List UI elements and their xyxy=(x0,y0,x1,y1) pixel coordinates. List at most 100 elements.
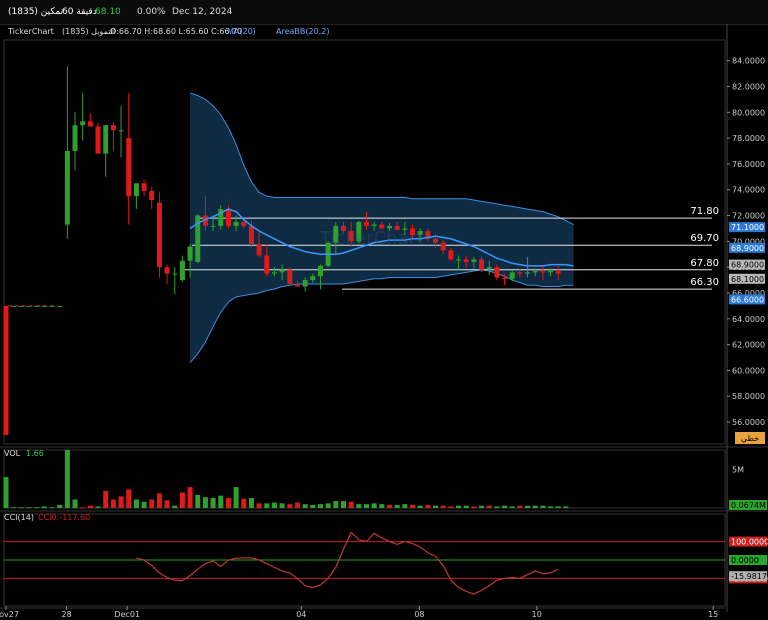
cci-last-tag xyxy=(729,571,767,582)
volume-bar xyxy=(310,504,316,508)
volume-bar xyxy=(118,496,124,508)
volume-bar xyxy=(371,503,377,508)
volume-bar xyxy=(433,505,439,508)
header-timeframe[interactable]: 60 دقيقة xyxy=(62,7,97,17)
candle-body xyxy=(509,272,515,279)
candle-body xyxy=(95,126,101,154)
bollinger-lower-line xyxy=(189,269,574,364)
volume-bar xyxy=(256,503,262,508)
candle-body xyxy=(294,283,300,287)
candle-body xyxy=(479,259,485,270)
y-tick-label: 78.0000 xyxy=(732,134,765,143)
volume-bar xyxy=(110,499,116,508)
candle-body xyxy=(18,305,24,307)
volume-bar xyxy=(164,500,170,508)
candle-body xyxy=(271,272,277,274)
candle-body xyxy=(548,271,554,273)
volume-bar xyxy=(448,506,454,508)
volume-bar xyxy=(540,505,546,508)
candle-body xyxy=(110,125,116,131)
price-tag-label: 66.6000 xyxy=(731,295,764,304)
cci-level-tag xyxy=(729,555,767,565)
y-tick-label: 66.0000 xyxy=(732,289,765,298)
candle-body xyxy=(340,225,346,232)
volume-bar xyxy=(172,505,178,508)
volume-bar xyxy=(218,495,224,508)
x-tick-label: 28 xyxy=(61,610,71,619)
volume-bar xyxy=(156,493,162,508)
ma20-line xyxy=(189,208,574,267)
candle-body xyxy=(310,276,316,281)
candle-body xyxy=(210,225,216,227)
volume-bar xyxy=(202,497,208,508)
volume-bar xyxy=(502,505,508,508)
volume-bar xyxy=(509,506,515,508)
candle-body xyxy=(540,271,546,273)
price-tag xyxy=(729,294,765,305)
volume-bar xyxy=(456,505,462,508)
volume-bar xyxy=(302,504,308,508)
volume-bar xyxy=(525,505,531,508)
candle-body xyxy=(233,221,239,226)
candle-body xyxy=(156,202,162,268)
volume-bar xyxy=(494,506,500,508)
candle-body xyxy=(348,231,354,242)
volume-bar xyxy=(248,497,254,508)
info-bb: AreaBB(20,2) xyxy=(276,27,329,36)
candle-body xyxy=(333,225,339,243)
y-tick-label: 62.0000 xyxy=(732,341,765,350)
candle-body xyxy=(225,209,231,226)
price-tag xyxy=(729,242,765,253)
volume-bar xyxy=(379,504,385,508)
volume-bar xyxy=(287,504,293,508)
info-brand: TickerChart xyxy=(7,27,54,36)
candle-body xyxy=(11,305,17,307)
volume-bar xyxy=(294,502,300,508)
volume-bar xyxy=(241,498,247,508)
candle-body xyxy=(387,225,392,229)
price-tag xyxy=(729,259,765,270)
header-bar: تمكين (1835) 60 دقيقة 68.10 0.00% Dec 12… xyxy=(0,0,768,25)
volume-bar xyxy=(463,505,469,508)
x-tick-label: Nov27 xyxy=(0,610,19,619)
trend-tag xyxy=(735,432,765,444)
volume-last-tag xyxy=(729,500,767,510)
candle-body xyxy=(87,121,93,127)
candle-body xyxy=(179,260,185,281)
volume-bar xyxy=(417,505,423,508)
candle-body xyxy=(433,238,439,243)
cci-value: CCI0:-117.60 xyxy=(38,513,90,522)
candle-body xyxy=(26,305,32,307)
volume-bar xyxy=(563,506,569,508)
volume-bar xyxy=(18,507,24,509)
y-tick-label: 80.0000 xyxy=(732,108,765,117)
level-label: 69.70 xyxy=(690,233,719,244)
info-symbol: التمويل (1835) xyxy=(62,27,115,36)
volume-bar xyxy=(425,504,431,508)
volume-bar xyxy=(87,505,93,508)
volume-bar xyxy=(95,506,101,508)
candle-body xyxy=(187,246,193,261)
candle-body xyxy=(471,259,477,263)
volume-last-tag-label: 0.0674M xyxy=(731,501,766,510)
candle-body xyxy=(356,221,362,242)
volume-bar xyxy=(57,504,63,508)
header-date: Dec 12, 2024 xyxy=(172,7,233,17)
x-tick-label: 10 xyxy=(532,610,542,619)
cci-level-tag-label: 100.0000 xyxy=(731,538,768,547)
level-label: 66.30 xyxy=(690,277,719,288)
volume-bar xyxy=(356,504,362,508)
info-ohlc: O:66.70 H:68.60 L:65.60 C:66.70 xyxy=(110,27,242,36)
x-tick-label: 08 xyxy=(414,610,424,619)
candle-body xyxy=(248,225,254,244)
volume-bar xyxy=(179,492,185,508)
volume-bar xyxy=(41,506,47,508)
candle-body xyxy=(494,267,500,278)
price-tag-label: 68.9000 xyxy=(731,261,764,270)
candle-body xyxy=(64,151,70,225)
volume-bar xyxy=(532,505,538,508)
volume-bar xyxy=(471,506,477,508)
x-tick-label: 15 xyxy=(708,610,718,619)
volume-bar xyxy=(233,487,239,508)
